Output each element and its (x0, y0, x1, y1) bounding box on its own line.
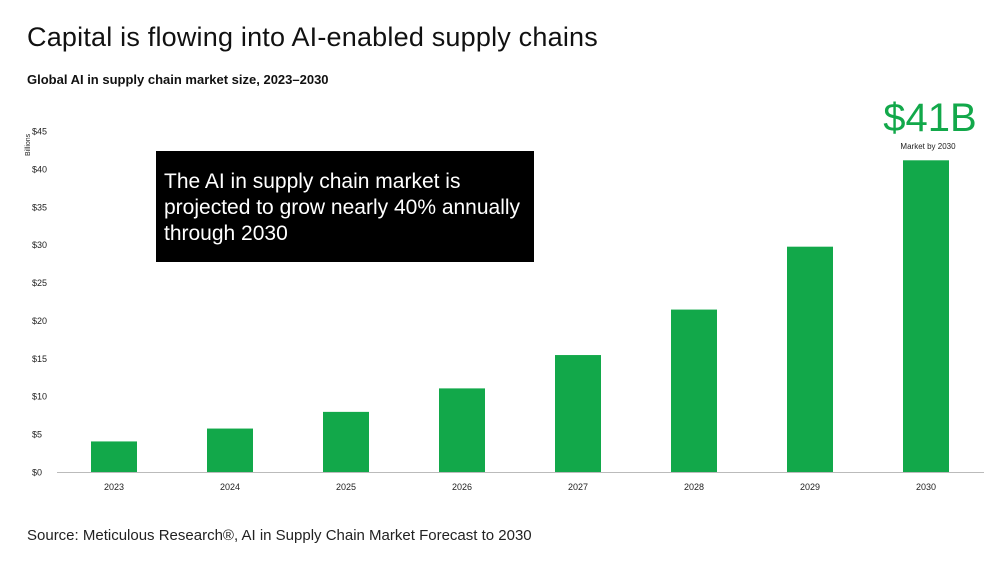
y-tick-label: $25 (32, 278, 47, 288)
y-tick-label: $20 (32, 316, 47, 326)
y-tick-label: $35 (32, 202, 47, 212)
bar-2027 (555, 355, 601, 473)
x-tick-label: 2023 (104, 482, 124, 492)
y-tick-label: $5 (32, 430, 42, 440)
x-tick-label: 2028 (684, 482, 704, 492)
y-tick-label: $10 (32, 392, 47, 402)
y-tick-label: $40 (32, 164, 47, 174)
x-tick-label: 2024 (220, 482, 240, 492)
bar-2025 (323, 411, 369, 473)
source-note: Source: Meticulous Research®, AI in Supp… (27, 527, 532, 544)
bar-2028 (671, 309, 717, 473)
bar-2029 (787, 246, 833, 473)
callout-note: Market by 2030 (900, 142, 956, 151)
annotation-text: The AI in supply chain market is project… (164, 170, 521, 245)
x-tick-label: 2027 (568, 482, 588, 492)
y-axis: $0 $5 $10 $15 $20 $25 $30 $35 $40 $45 (32, 127, 47, 478)
x-tick-label: 2026 (452, 482, 472, 492)
y-tick-label: $0 (32, 468, 42, 478)
bar-2026 (439, 388, 485, 473)
bar-2030 (903, 160, 949, 473)
annotation-box: The AI in supply chain market is project… (156, 151, 534, 262)
x-tick-label: 2030 (916, 482, 936, 492)
y-tick-label: $15 (32, 354, 47, 364)
x-axis: 2023 2024 2025 2026 2027 2028 2029 2030 (104, 482, 936, 492)
y-tick-label: $45 (32, 127, 47, 137)
x-tick-label: 2029 (800, 482, 820, 492)
x-tick-label: 2025 (336, 482, 356, 492)
callout-value: $41B (883, 96, 976, 140)
chart-title: Capital is flowing into AI-enabled suppl… (27, 22, 598, 52)
y-tick-label: $30 (32, 240, 47, 250)
bar-2023 (91, 441, 137, 473)
bars-group (91, 160, 949, 473)
bar-2024 (207, 428, 253, 473)
chart-subtitle: Global AI in supply chain market size, 2… (27, 72, 329, 87)
y-axis-unit-label: Billions (25, 133, 32, 156)
